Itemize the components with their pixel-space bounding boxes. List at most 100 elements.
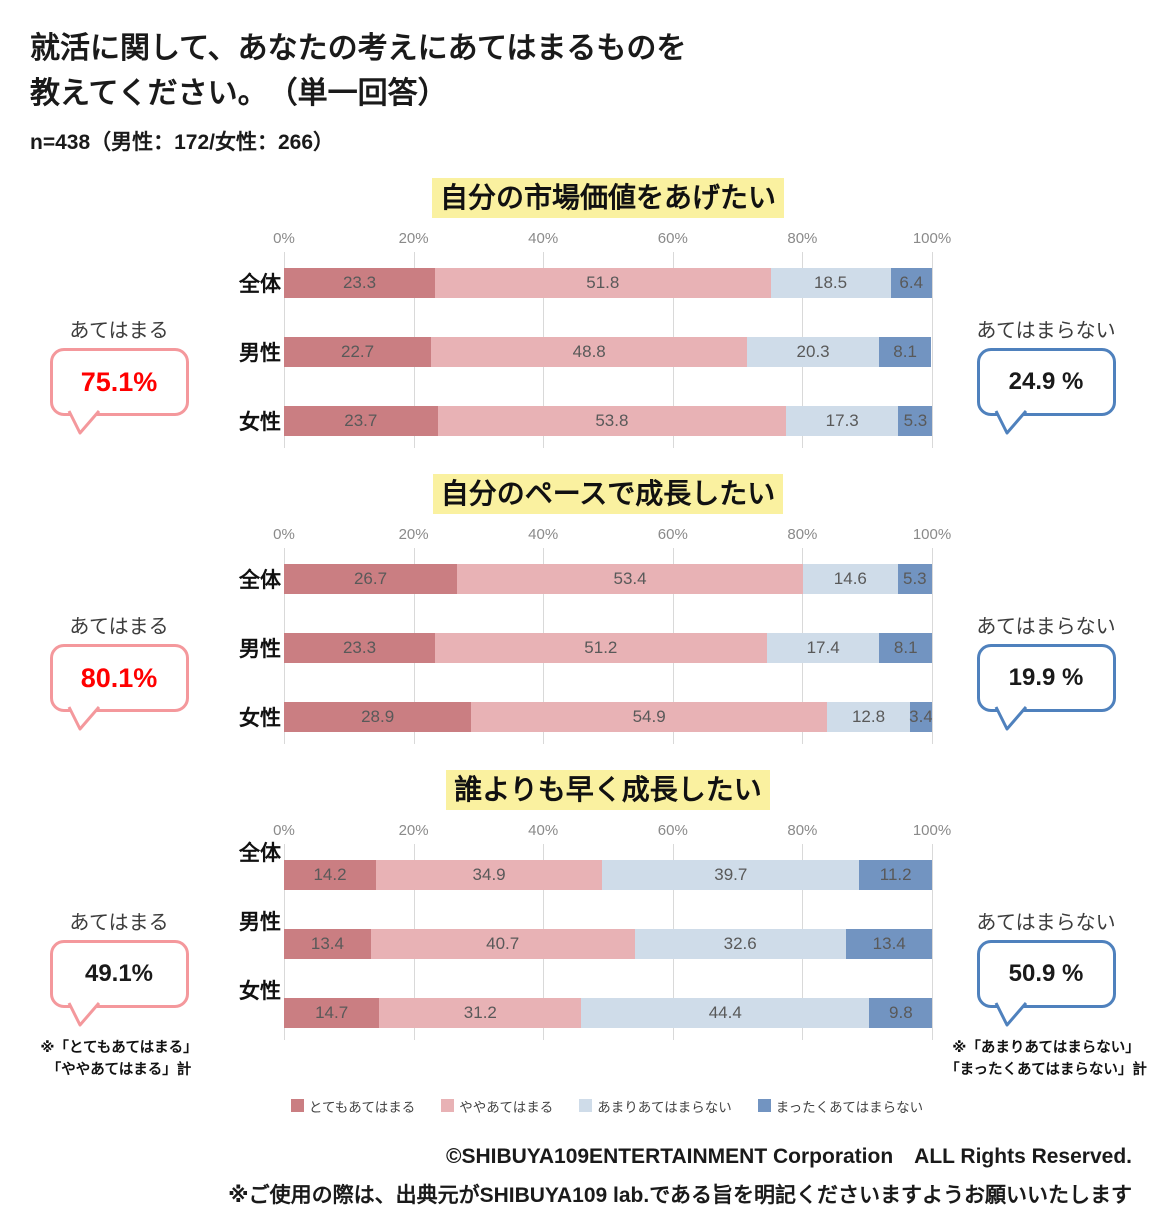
applies-footnote-line: ※「とてもあてはまる」 <box>40 1040 198 1056</box>
not-applies-value: 19.9 % <box>1008 664 1084 691</box>
segment-value: 5.3 <box>902 569 927 589</box>
bar-track: 22.7 48.8 20.3 8.1 <box>284 337 932 368</box>
segment-value: 53.4 <box>613 569 647 589</box>
not-applies-footnote: ※「あまりあてはまらない」 「まったくあてはまらない」計 <box>945 1038 1147 1082</box>
segment-value: 12.8 <box>851 707 886 727</box>
legend-label: あまりあてはまらない <box>597 1099 732 1115</box>
plot-wrap: 0% 20% 40% 60% 80% 100% 全体 14.2 34.9 39.7 11.2 男性 13… <box>238 820 951 1041</box>
bar-track: 14.2 34.9 39.7 11.2 <box>284 860 932 891</box>
bar-segment: 3.4 <box>909 702 932 733</box>
bar-row: 全体 23.3 51.8 18.5 6.4 <box>239 268 932 299</box>
bar-row-label: 男性 <box>239 638 281 662</box>
bubble-tail-icon <box>67 1001 100 1027</box>
legend-label: まったくあてはまらない <box>775 1099 924 1115</box>
bar-segment: 17.3 <box>786 406 899 437</box>
not-applies-label: あてはまらない <box>976 320 1116 342</box>
bar-segment: 51.8 <box>434 268 771 299</box>
axis-tick: 80% <box>787 822 818 840</box>
bar-segment: 23.3 <box>284 633 435 664</box>
segment-value: 13.4 <box>872 934 906 954</box>
bar-segment: 18.5 <box>770 268 891 299</box>
bar-segment: 48.8 <box>431 337 748 368</box>
not-applies-bubble: 19.9 % <box>976 644 1116 731</box>
legend-item: ややあてはまる <box>441 1096 553 1116</box>
chart-section: あてはまる 75.1% 自分の市場価値をあげたい 0% 20% 40% 60% 80% 100%… <box>0 168 1160 460</box>
bar-segment: 31.2 <box>379 998 582 1029</box>
bar-row: 女性 14.7 31.2 44.4 9.8 <box>239 980 932 1029</box>
bar-segment: 13.4 <box>284 929 371 960</box>
segment-value: 18.5 <box>814 273 848 293</box>
bar-segment: 6.4 <box>890 268 932 299</box>
applies-label: あてはまる <box>69 616 169 638</box>
axis-tick: 20% <box>398 526 429 544</box>
footer-copyright: ©SHIBUYA109ENTERTAINMENT Corporation ALL… <box>445 1144 1132 1168</box>
bar-segment: 32.6 <box>634 929 846 960</box>
segment-value: 22.7 <box>341 342 375 362</box>
segment-value: 51.8 <box>586 273 620 293</box>
segment-value: 31.2 <box>463 1003 497 1023</box>
segment-value: 34.9 <box>472 865 506 885</box>
bar-segment: 14.6 <box>803 564 898 595</box>
bar-segment: 22.7 <box>284 337 432 368</box>
bar-row: 全体 26.7 53.4 14.6 5.3 <box>239 564 932 595</box>
bar-row-label: 男性 <box>239 342 281 366</box>
bar-segment: 53.8 <box>437 406 787 437</box>
bar-row: 女性 23.7 53.8 17.3 5.3 <box>239 406 932 437</box>
segment-value: 44.4 <box>708 1003 742 1023</box>
axis-tick: 40% <box>528 822 559 840</box>
legend-swatch <box>441 1099 455 1112</box>
gridline <box>932 252 933 449</box>
axis-tick: 60% <box>657 822 688 840</box>
axis-row: 0% 20% 40% 60% 80% 100% <box>273 524 951 548</box>
gridline <box>932 844 933 1041</box>
bar-segment: 23.3 <box>284 268 435 299</box>
segment-value: 14.2 <box>313 865 347 885</box>
segment-value: 6.4 <box>899 273 924 293</box>
segment-value: 5.3 <box>903 411 928 431</box>
chart-section: あてはまる 49.1% ※「とてもあてはまる」 「ややあてはまる」計 誰よりも早く成長し… <box>0 760 1160 1082</box>
bar-track: 23.7 53.8 17.3 5.3 <box>284 406 932 437</box>
segment-value: 20.3 <box>796 342 830 362</box>
bar-segment: 17.4 <box>766 633 880 664</box>
axis-tick: 20% <box>398 230 429 248</box>
not-applies-bubble: 50.9 % <box>976 940 1116 1027</box>
page-title-line1: 就活に関して、あなたの考えにあてはまるものを <box>30 32 687 65</box>
applies-bubble: 75.1% <box>49 348 189 435</box>
segment-value: 28.9 <box>361 707 395 727</box>
segment-value: 51.2 <box>584 638 618 658</box>
segment-value: 14.6 <box>833 569 867 589</box>
axis-tick: 40% <box>528 230 559 248</box>
not-applies-bubble: 24.9 % <box>976 348 1116 435</box>
bubble-tail-icon <box>994 409 1027 435</box>
legend-item: あまりあてはまらない <box>579 1096 732 1116</box>
not-applies-footnote-line: ※「あまりあてはまらない」 <box>952 1040 1140 1056</box>
not-applies-callout: あてはまらない 50.9 % ※「あまりあてはまらない」 「まったくあてはまらない」計 <box>932 760 1160 1082</box>
plot-wrap: 0% 20% 40% 60% 80% 100% 全体 23.3 51.8 18.5 6.4 男性 22.… <box>238 228 951 449</box>
bar-segment: 44.4 <box>581 998 870 1029</box>
axis-tick: 0% <box>273 822 295 840</box>
plot-area: 全体 23.3 51.8 18.5 6.4 男性 22.7 48.8 20.3 8.1 女性 23.7… <box>238 252 933 449</box>
bar-row: 男性 13.4 40.7 32.6 13.4 <box>239 911 932 960</box>
bar-row-label: 全体 <box>239 842 281 866</box>
chart-title-row: 自分のペースで成長したい <box>284 474 932 515</box>
bar-row-label: 女性 <box>239 707 281 731</box>
segment-value: 48.8 <box>572 342 606 362</box>
chart-title: 誰よりも早く成長したい <box>446 770 770 811</box>
bar-track: 23.3 51.2 17.4 8.1 <box>284 633 932 664</box>
applies-label: あてはまる <box>69 912 169 934</box>
axis-tick: 60% <box>657 230 688 248</box>
legend: とてもあてはまる ややあてはまる あまりあてはまらない まったくあてはまらない <box>284 1096 930 1116</box>
bar-segment: 34.9 <box>376 860 603 891</box>
legend-label: ややあてはまる <box>459 1099 554 1115</box>
axis-tick: 100% <box>912 526 952 544</box>
segment-value: 14.7 <box>315 1003 349 1023</box>
bar-segment: 9.8 <box>869 998 932 1029</box>
bar-segment: 11.2 <box>859 860 932 891</box>
bar-segment: 26.7 <box>284 564 458 595</box>
segment-value: 39.7 <box>714 865 748 885</box>
bar-segment: 5.3 <box>898 406 932 437</box>
segment-value: 9.8 <box>889 1003 913 1023</box>
page-title: 就活に関して、あなたの考えにあてはまるものを 教えてください。 （単一回答） <box>30 26 1160 116</box>
bar-segment: 13.4 <box>845 929 932 960</box>
chart-section: あてはまる 80.1% 自分のペースで成長したい 0% 20% 40% 60% 80% 100%… <box>0 464 1160 756</box>
